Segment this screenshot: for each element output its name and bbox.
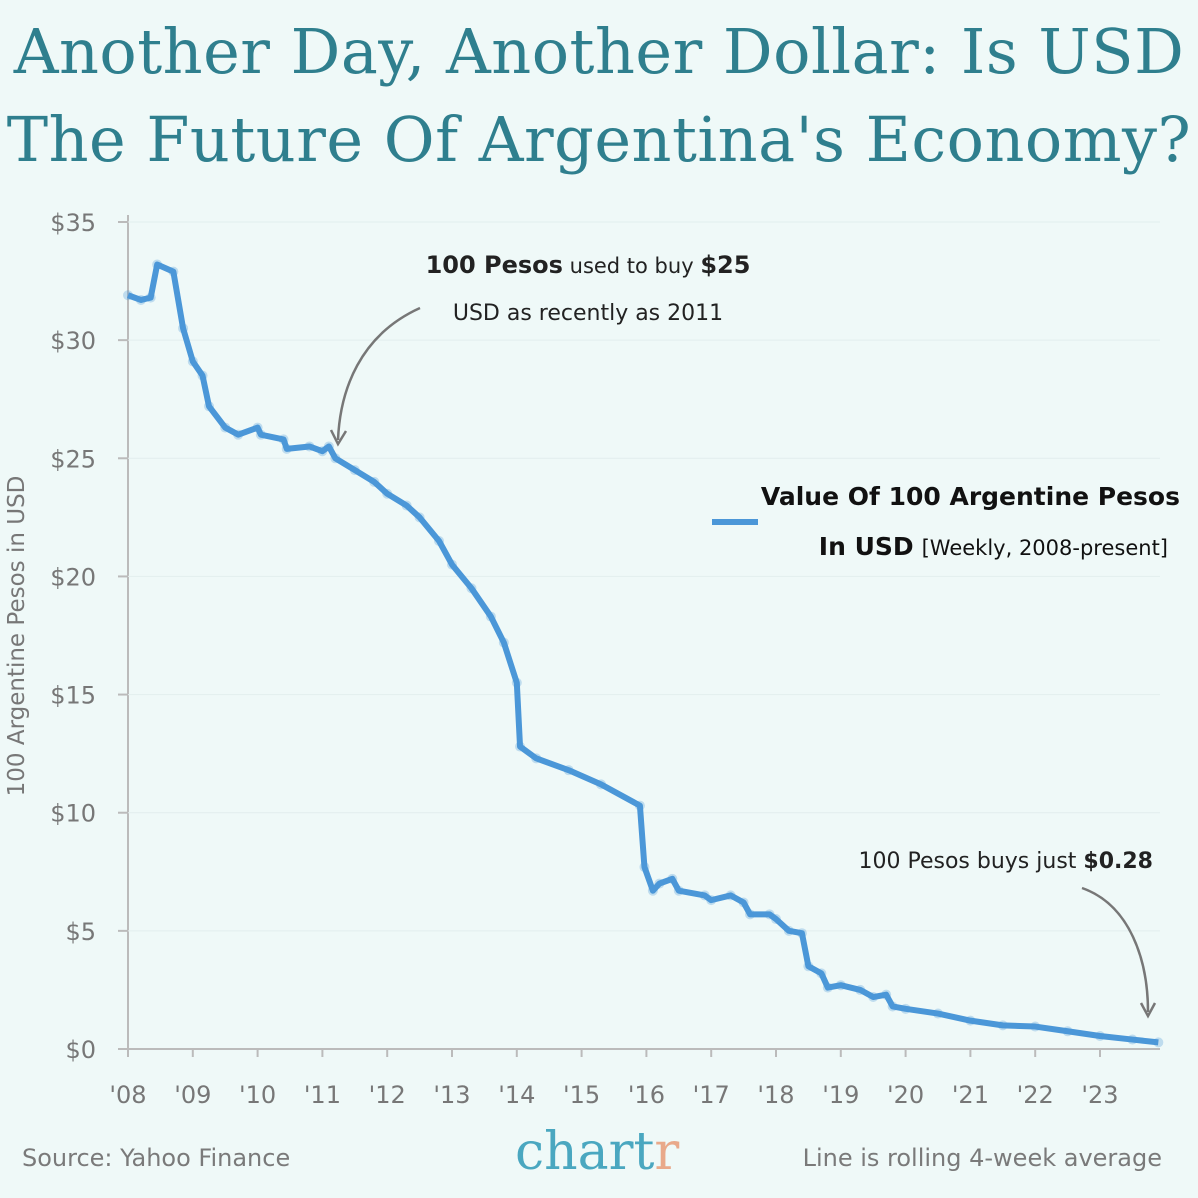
y-tick-label: $15 (50, 682, 96, 710)
annotation-2011: 100 Pesos used to buy $25 USD as recentl… (426, 251, 751, 326)
y-tick-label: $0 (65, 1036, 96, 1064)
x-tick-label: '08 (109, 1081, 146, 1109)
source-note: Source: Yahoo Finance (22, 1144, 291, 1172)
chartr-logo: chartr (515, 1122, 680, 1182)
arrowhead-2011 (329, 429, 348, 447)
y-tick-label: $35 (50, 209, 96, 237)
x-tick-label: '15 (563, 1081, 600, 1109)
svg-text:In USD [Weekly, 2008-present]: In USD [Weekly, 2008-present] (819, 532, 1168, 561)
annotation-arrow-2023 (1081, 886, 1150, 1013)
annotation-2023: 100 Pesos buys just $0.28 (859, 849, 1154, 874)
x-tick-label: '13 (433, 1081, 470, 1109)
y-tick-label: $30 (50, 327, 96, 355)
y-axis-label: 100 Argentine Pesos in USD (4, 476, 30, 797)
svg-text:USD as recently as 2011: USD as recently as 2011 (453, 301, 723, 326)
x-tick-label: '18 (757, 1081, 794, 1109)
legend-label: Value Of 100 Argentine Pesos (761, 482, 1180, 511)
y-tick-label: $20 (50, 563, 96, 591)
x-tick-label: '23 (1081, 1081, 1118, 1109)
y-tick-label: $25 (50, 445, 96, 473)
x-tick-label: '10 (239, 1081, 276, 1109)
x-tick-label: '19 (822, 1081, 859, 1109)
svg-text:100 Pesos used to buy $25: 100 Pesos used to buy $25 (426, 251, 751, 279)
x-tick-label: '12 (369, 1081, 406, 1109)
series-line (126, 261, 1159, 1046)
svg-text:100 Pesos buys just $0.28: 100 Pesos buys just $0.28 (859, 849, 1154, 874)
legend: Value Of 100 Argentine Pesos In USD [Wee… (712, 482, 1180, 561)
arrowhead-2023 (1139, 1002, 1157, 1019)
x-tick-label: '20 (887, 1081, 924, 1109)
x-tick-label: '22 (1017, 1081, 1054, 1109)
x-tick-label: '21 (952, 1081, 989, 1109)
chart-title: Another Day, Another Dollar: Is USD The … (0, 8, 1198, 184)
x-tick-label: '17 (693, 1081, 730, 1109)
x-tick-label: '09 (174, 1081, 211, 1109)
y-tick-label: $10 (50, 800, 96, 828)
x-tick-label: '16 (628, 1081, 665, 1109)
title-line-2: The Future Of Argentina's Economy? (6, 103, 1192, 176)
y-tick-label: $5 (65, 918, 96, 946)
x-tick-label: '11 (304, 1081, 341, 1109)
method-note: Line is rolling 4-week average (802, 1144, 1162, 1172)
title-line-1: Another Day, Another Dollar: Is USD (13, 15, 1185, 88)
x-tick-label: '14 (498, 1081, 535, 1109)
annotation-arrow-2011 (336, 306, 421, 441)
